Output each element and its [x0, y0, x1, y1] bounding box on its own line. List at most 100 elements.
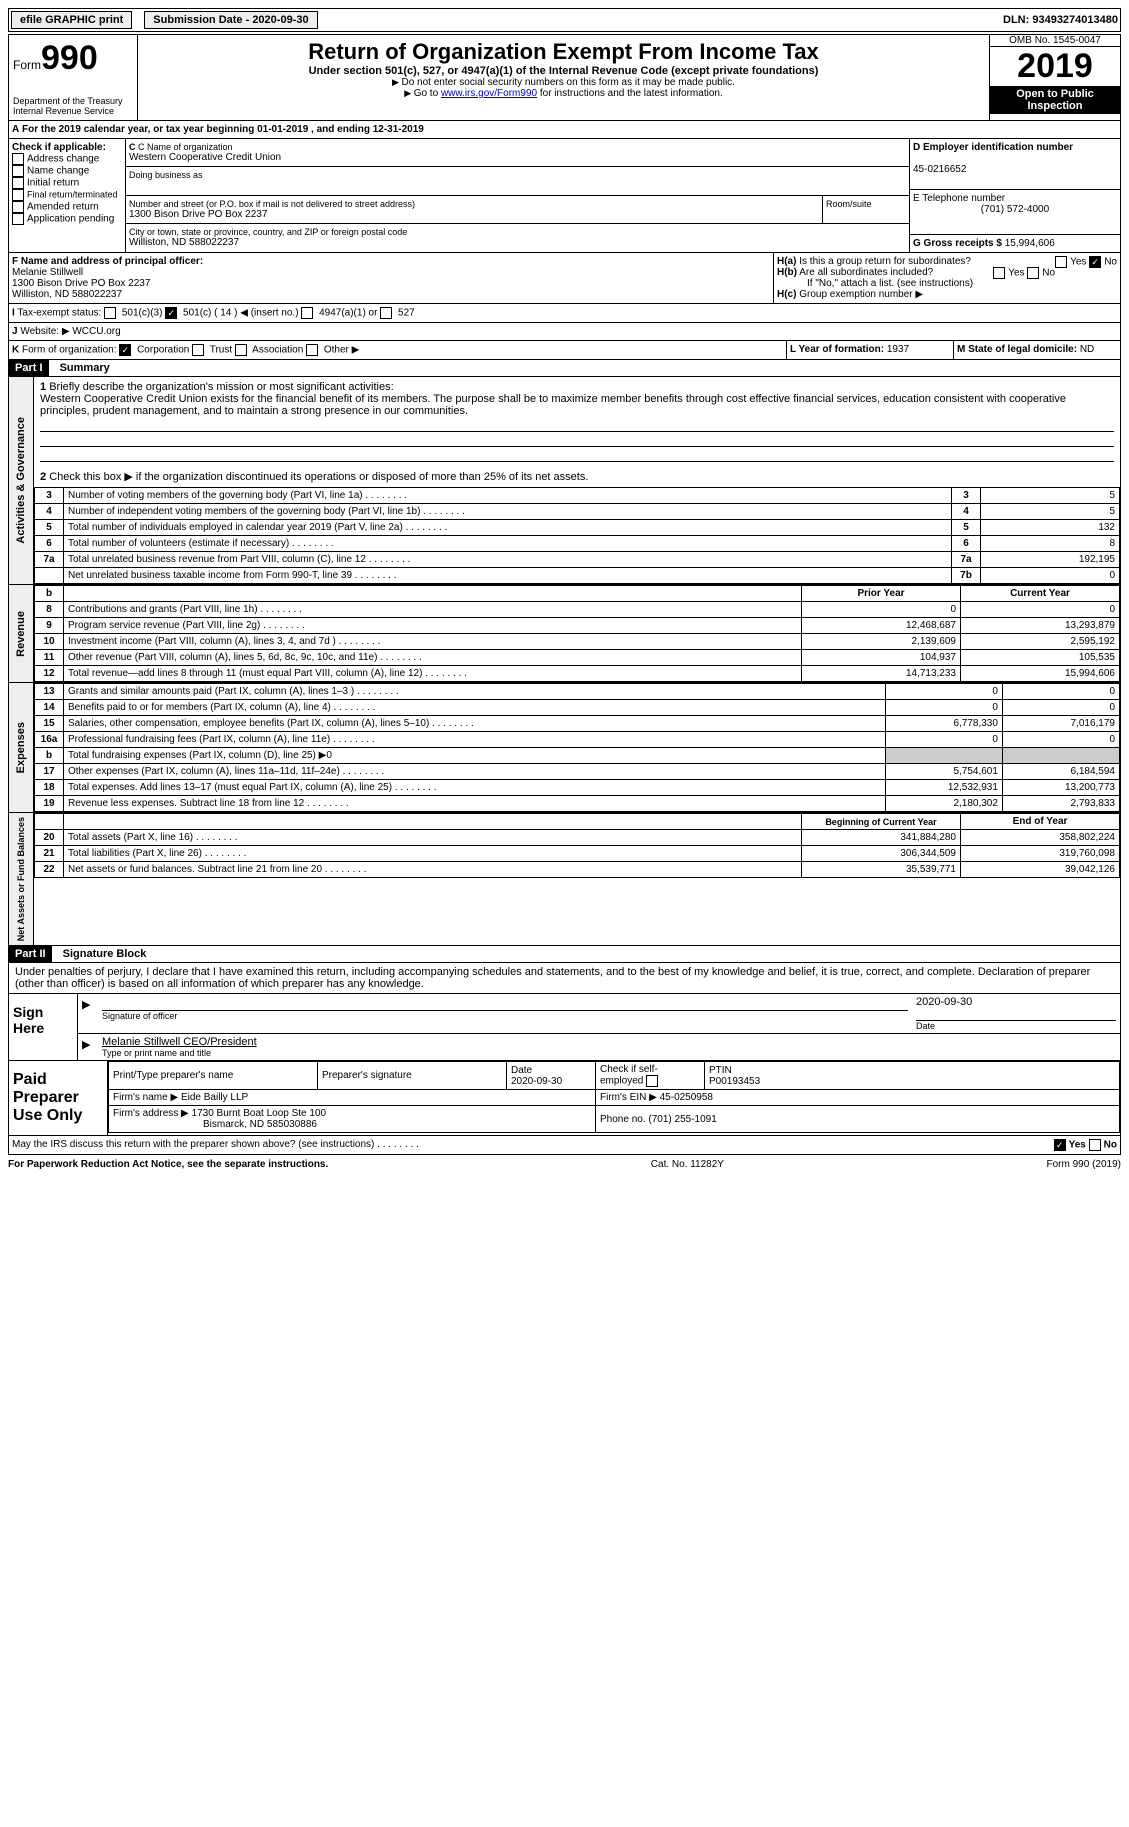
footer-left: For Paperwork Reduction Act Notice, see … — [8, 1159, 328, 1170]
cb-final-return[interactable] — [12, 189, 24, 201]
cb-527[interactable] — [380, 307, 392, 319]
goto-post: for instructions and the latest informat… — [537, 88, 723, 99]
cb-ha-no[interactable] — [1089, 256, 1101, 268]
public-inspection: Open to Public Inspection — [990, 86, 1120, 114]
dln: DLN: 93493274013480 — [1003, 14, 1118, 26]
officer-printed-name: Melanie Stillwell CEO/President — [102, 1036, 1116, 1048]
org-name: Western Cooperative Credit Union — [129, 152, 906, 163]
part2-title: Signature Block — [55, 948, 147, 960]
cb-address-change[interactable] — [12, 153, 24, 165]
part1-header: Part I — [9, 360, 49, 376]
form-number: 990 — [41, 39, 98, 77]
footer-right: Form 990 (2019) — [1047, 1159, 1121, 1170]
side-net: Net Assets or Fund Balances — [14, 813, 28, 945]
declaration: Under penalties of perjury, I declare th… — [8, 963, 1121, 994]
part2-header: Part II — [9, 946, 52, 962]
address: 1300 Bison Drive PO Box 2237 — [129, 209, 819, 220]
preparer-sig-hdr: Preparer's signature — [318, 1062, 507, 1090]
year-formation-label: L Year of formation: — [790, 344, 884, 355]
officer-name: Melanie Stillwell — [12, 267, 83, 278]
gross-receipts-label: G Gross receipts $ — [913, 238, 1002, 249]
cb-assoc[interactable] — [235, 344, 247, 356]
self-employed-hdr: Check if self-employed — [596, 1062, 705, 1090]
domicile-label: M State of legal domicile: — [957, 344, 1077, 355]
form-org-label: Form of organization: — [22, 345, 117, 356]
type-name-label: Type or print name and title — [102, 1048, 1116, 1058]
officer-addr1: 1300 Bison Drive PO Box 2237 — [12, 278, 150, 289]
cb-ha-yes[interactable] — [1055, 256, 1067, 268]
cb-discuss-yes[interactable] — [1054, 1139, 1066, 1151]
cb-501c3[interactable] — [104, 307, 116, 319]
website: WCCU.org — [72, 326, 120, 337]
year-formation: 1937 — [887, 344, 909, 355]
ptin: P00193453 — [709, 1076, 760, 1087]
efile-button[interactable]: efile GRAPHIC print — [11, 11, 132, 29]
sig-officer-label: Signature of officer — [102, 1011, 908, 1021]
firm-addr2: Bismarck, ND 585030886 — [113, 1119, 317, 1130]
tax-year: 2019 — [990, 47, 1120, 86]
form-word: Form — [13, 58, 41, 72]
side-expenses: Expenses — [13, 718, 29, 777]
officer-addr2: Williston, ND 588022237 — [12, 289, 122, 300]
side-activities: Activities & Governance — [13, 413, 29, 548]
line1-label: Briefly describe the organization's miss… — [49, 381, 393, 393]
org-name-label: C C Name of organization — [129, 142, 906, 152]
ein-label: D Employer identification number — [913, 142, 1073, 153]
part1-title: Summary — [52, 362, 110, 374]
submission-date: Submission Date - 2020-09-30 — [144, 11, 317, 29]
goto-label: Go to — [404, 88, 441, 99]
line2-label: Check this box ▶ if the organization dis… — [49, 471, 588, 483]
website-label: Website: ▶ — [20, 326, 69, 337]
cb-corp[interactable] — [119, 344, 131, 356]
hc-label: Group exemption number ▶ — [799, 289, 923, 300]
sign-here-label: Sign Here — [9, 994, 77, 1060]
discuss-label: May the IRS discuss this return with the… — [12, 1139, 374, 1150]
officer-label: F Name and address of principal officer: — [12, 256, 203, 267]
cb-discuss-no[interactable] — [1089, 1139, 1101, 1151]
hb-label: Are all subordinates included? — [799, 267, 933, 278]
firm-name: Eide Bailly LLP — [181, 1092, 248, 1103]
form-title: Return of Organization Exempt From Incom… — [142, 39, 985, 65]
city: Williston, ND 588022237 — [129, 237, 906, 248]
cb-name-change[interactable] — [12, 165, 24, 177]
form-subtitle: Under section 501(c), 527, or 4947(a)(1)… — [142, 65, 985, 77]
ssn-notice: Do not enter social security numbers on … — [142, 77, 985, 88]
phone: (701) 572-4000 — [913, 204, 1117, 215]
cb-501c[interactable] — [165, 307, 177, 319]
side-revenue: Revenue — [13, 607, 29, 661]
footer-center: Cat. No. 11282Y — [651, 1159, 724, 1170]
cb-initial-return[interactable] — [12, 177, 24, 189]
section-b-header: Check if applicable: — [12, 142, 106, 153]
hb-note: If "No," attach a list. (see instruction… — [777, 278, 1117, 289]
paid-preparer-label: Paid Preparer Use Only — [9, 1061, 107, 1135]
city-label: City or town, state or province, country… — [129, 227, 906, 237]
cb-amended[interactable] — [12, 201, 24, 213]
mission-text: Western Cooperative Credit Union exists … — [40, 393, 1066, 417]
cb-other[interactable] — [306, 344, 318, 356]
firm-phone: (701) 255-1091 — [648, 1114, 716, 1125]
instructions-link[interactable]: www.irs.gov/Form990 — [441, 88, 537, 99]
ha-label: Is this a group return for subordinates? — [799, 256, 971, 267]
cb-hb-yes[interactable] — [993, 267, 1005, 279]
cb-self-employed[interactable] — [646, 1075, 658, 1087]
room-label: Room/suite — [822, 196, 909, 223]
dba-label: Doing business as — [129, 170, 906, 180]
ein: 45-0216652 — [913, 164, 966, 175]
form-header: Form990 Department of the Treasury Inter… — [8, 34, 1121, 121]
date-label: Date — [916, 1021, 1116, 1031]
firm-ein: 45-0250958 — [660, 1092, 713, 1103]
gross-receipts: 15,994,606 — [1005, 238, 1055, 249]
preparer-name-hdr: Print/Type preparer's name — [109, 1062, 318, 1090]
cb-app-pending[interactable] — [12, 213, 24, 225]
omb-number: OMB No. 1545-0047 — [990, 35, 1120, 47]
firm-addr1: 1730 Burnt Boat Loop Ste 100 — [192, 1108, 327, 1119]
dept-label: Department of the Treasury Internal Reve… — [13, 96, 133, 116]
cb-4947[interactable] — [301, 307, 313, 319]
cb-hb-no[interactable] — [1027, 267, 1039, 279]
address-label: Number and street (or P.O. box if mail i… — [129, 199, 819, 209]
phone-label: E Telephone number — [913, 193, 1005, 204]
domicile: ND — [1080, 344, 1094, 355]
section-a: A For the 2019 calendar year, or tax yea… — [9, 121, 1120, 138]
cb-trust[interactable] — [192, 344, 204, 356]
top-bar: efile GRAPHIC print Submission Date - 20… — [8, 8, 1121, 32]
